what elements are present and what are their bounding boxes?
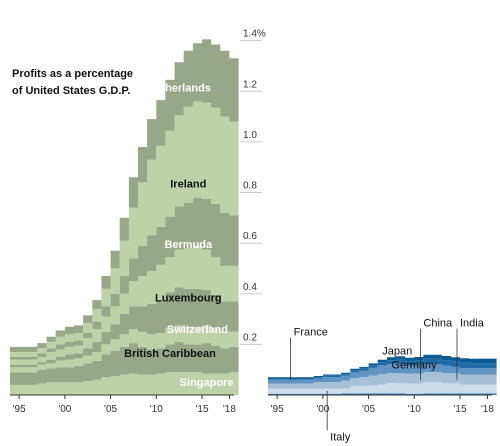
left-x-tick-label: '05 — [104, 404, 117, 415]
right-series-4 — [268, 358, 497, 380]
left-x-tick-label: '95 — [13, 404, 26, 415]
right-x-tick-label: '18 — [481, 404, 494, 415]
left-series-7 — [10, 39, 239, 353]
chart-title-line1: Profits as a percentage — [12, 68, 134, 80]
left-series-3 — [10, 287, 239, 368]
series-label: India — [460, 318, 485, 330]
series-label: British Caribbean — [124, 348, 216, 360]
left-x-tick-label: '10 — [150, 404, 163, 415]
left-series-1 — [10, 341, 239, 385]
right-x-tick-label: '10 — [408, 404, 421, 415]
y-tick-label: 1.4% — [243, 29, 266, 40]
y-tick-label: 0.2 — [243, 332, 257, 343]
left-x-tick-label: '00 — [58, 404, 71, 415]
series-label: China — [423, 318, 453, 330]
left-series-0 — [10, 372, 239, 395]
series-label: Japan — [382, 346, 412, 358]
chart-title: Profits as a percentage of United States… — [12, 66, 133, 100]
y-tick-label: 0.8 — [243, 181, 257, 192]
left-x-tick-label: '15 — [195, 404, 208, 415]
right-series-3 — [268, 364, 497, 384]
right-x-tick-label: '00 — [316, 404, 329, 415]
right-x-tick-label: '95 — [271, 404, 284, 415]
series-label: Switzerland — [167, 324, 228, 336]
left-x-tick-label: '18 — [223, 404, 236, 415]
left-series-2 — [10, 325, 239, 373]
y-tick-label: 1.0 — [243, 130, 257, 141]
right-x-tick-label: '15 — [453, 404, 466, 415]
y-tick-label: 1.2 — [243, 79, 257, 90]
series-label: Singapore — [180, 377, 234, 389]
series-label: Ireland — [170, 178, 206, 190]
right-x-tick-label: '05 — [362, 404, 375, 415]
series-label: France — [294, 327, 328, 339]
y-tick-label: 0.4 — [243, 282, 257, 293]
series-label: Bermuda — [164, 239, 213, 251]
right-series-1 — [268, 382, 497, 394]
chart-title-line2: of United States G.D.P. — [12, 85, 131, 97]
left-series-4 — [10, 245, 239, 365]
series-label: Italy — [330, 432, 351, 444]
series-label: Germany — [391, 359, 437, 371]
right-series-2 — [268, 372, 497, 389]
y-tick-label: 0.6 — [243, 231, 257, 242]
left-series-6 — [10, 101, 239, 358]
left-series-5 — [10, 197, 239, 360]
series-label: Netherlands — [147, 82, 211, 94]
series-label: Luxembourg — [155, 292, 222, 304]
